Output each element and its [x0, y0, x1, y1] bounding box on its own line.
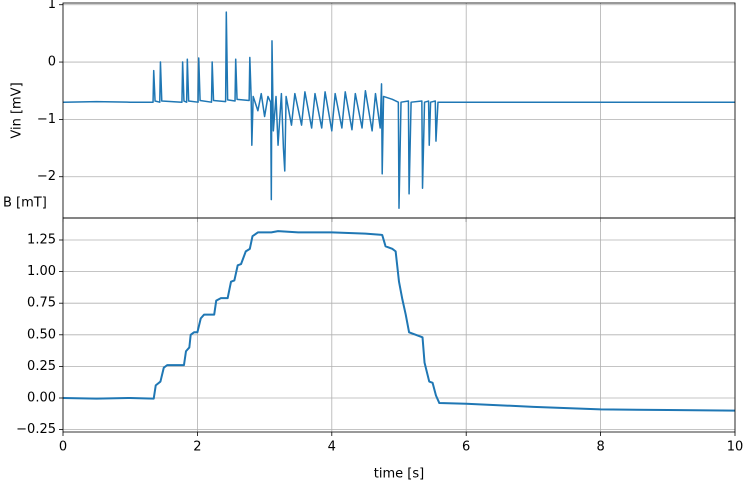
y-axis-label: B [mT]: [3, 196, 47, 211]
y-tick-label: 0.25: [27, 359, 56, 374]
y-tick-label: −2: [37, 169, 56, 184]
x-tick-label: 4: [328, 440, 336, 455]
x-tick-label: 0: [59, 440, 67, 455]
axes-frame: [62, 217, 736, 433]
y-tick-label: 0.50: [27, 327, 56, 342]
y-tick-label: 1.00: [27, 264, 56, 279]
y-tick-label: 0.75: [27, 296, 56, 311]
line: [62, 11, 735, 209]
x-tick-label: 8: [596, 440, 604, 455]
x-tick-label: 10: [727, 440, 744, 455]
line: [62, 230, 736, 412]
y-tick-label: 1.25: [27, 232, 56, 247]
x-tick-label: 2: [193, 440, 201, 455]
y-axis-label: Vin [mV]: [10, 82, 25, 138]
y-tick-label: 1: [48, 0, 56, 12]
y-tick-label: 0: [48, 55, 56, 70]
y-tick-label: −1: [37, 112, 56, 127]
y-tick-label: −0.25: [16, 422, 56, 437]
x-tick-label: 6: [462, 440, 470, 455]
x-axis-label: time [s]: [374, 467, 424, 482]
y-tick-label: 0.00: [27, 390, 56, 405]
